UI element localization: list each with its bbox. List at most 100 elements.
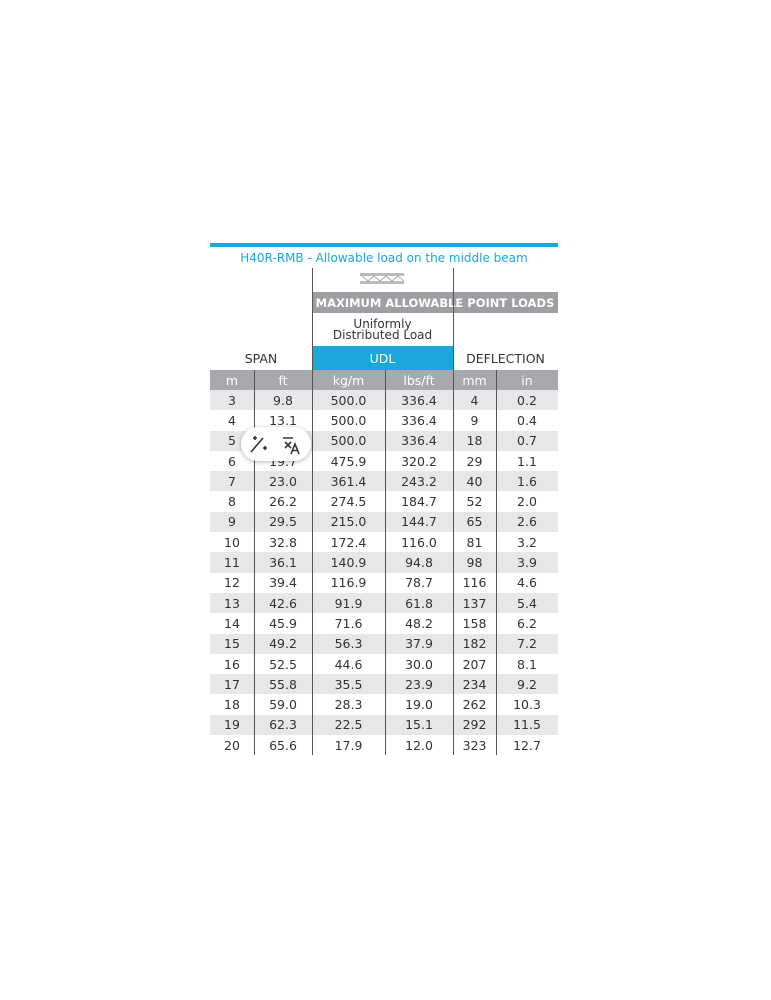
table-cell: 182 xyxy=(462,636,487,652)
table-cell: 184.7 xyxy=(401,494,437,510)
row-shade xyxy=(210,511,558,533)
truss-image xyxy=(360,273,405,284)
table-cell: 48.2 xyxy=(405,615,433,631)
table-cell: 292 xyxy=(462,717,487,733)
table-cell: 13 xyxy=(224,595,240,611)
table-cell: 9 xyxy=(470,412,479,428)
unit-header: mm xyxy=(462,372,487,388)
column-rule xyxy=(496,370,497,756)
table-cell: 6.2 xyxy=(517,615,537,631)
top-rule xyxy=(210,243,558,247)
table-cell: 15 xyxy=(224,636,240,652)
table-cell: 12.7 xyxy=(513,737,541,753)
table-cell: 500.0 xyxy=(330,433,367,449)
table-cell: 4.6 xyxy=(517,575,537,591)
table-cell: 262 xyxy=(462,697,487,713)
point-loads-band xyxy=(312,292,558,313)
table-cell: 1.1 xyxy=(517,453,537,469)
table-cell: 0.7 xyxy=(517,433,537,449)
table-cell: 336.4 xyxy=(401,433,437,449)
column-rule xyxy=(453,268,454,756)
table-cell: 8.1 xyxy=(517,656,537,672)
toolbar-icons xyxy=(250,436,300,455)
table-cell: 140.9 xyxy=(330,555,367,571)
table-cell: 361.4 xyxy=(330,473,367,489)
table-cell: 44.6 xyxy=(334,656,363,672)
table-cell: 29 xyxy=(466,453,483,469)
column-rule xyxy=(385,370,386,756)
row-shade xyxy=(210,674,558,695)
table-cell: 17.9 xyxy=(334,737,363,753)
unit-header: m xyxy=(225,372,239,388)
table-cell: 1.6 xyxy=(517,473,537,489)
table-cell: 336.4 xyxy=(401,392,437,408)
table-cell: 19 xyxy=(224,717,240,733)
table-cell: 28.3 xyxy=(334,697,363,713)
table-cell: 91.9 xyxy=(334,595,363,611)
table-cell: 9.2 xyxy=(517,676,537,692)
table-cell: 207 xyxy=(462,656,487,672)
column-rule xyxy=(312,268,313,756)
table-cell: 500.0 xyxy=(330,412,367,428)
table-cell: 65 xyxy=(466,514,483,530)
table-cell: 2.0 xyxy=(517,494,537,510)
table-cell: 0.2 xyxy=(517,392,537,408)
table-cell: 15.1 xyxy=(405,717,433,733)
table-cell: 336.4 xyxy=(401,412,437,428)
table-cell: 98 xyxy=(466,555,483,571)
table-cell: 4 xyxy=(228,412,236,428)
table-cell: 12.0 xyxy=(405,737,433,753)
table-cell: 144.7 xyxy=(401,514,437,530)
table-cell: 9.8 xyxy=(273,392,293,408)
table-cell: 56.3 xyxy=(334,636,363,652)
unit-header: in xyxy=(521,372,533,388)
table-cell: 39.4 xyxy=(269,575,297,591)
table-cell: 42.6 xyxy=(269,595,297,611)
udl-description: Uniformly Distributed Load xyxy=(332,317,433,342)
unit-header: kg/m xyxy=(332,372,365,388)
table-cell: 62.3 xyxy=(269,717,297,733)
table-cell: 49.2 xyxy=(269,636,297,652)
table-cell: 45.9 xyxy=(269,615,297,631)
row-shade xyxy=(210,390,558,411)
table-cell: 32.8 xyxy=(269,534,297,550)
translate-icon[interactable] xyxy=(283,437,300,455)
table-cell: 29.5 xyxy=(269,514,297,530)
deflection-header: DEFLECTION xyxy=(466,350,545,366)
table-cell: 26.2 xyxy=(269,494,297,510)
table-cell: 14 xyxy=(224,615,240,631)
table-cell: 2.6 xyxy=(517,514,537,530)
table-cell: 172.4 xyxy=(330,534,367,550)
floating-toolbar xyxy=(241,427,311,461)
column-rule xyxy=(254,370,255,756)
table-cell: 12 xyxy=(224,575,240,591)
table-cell: 17 xyxy=(224,676,240,692)
table-cell: 500.0 xyxy=(330,392,367,408)
table-cell: 5 xyxy=(228,433,236,449)
span-header: SPAN xyxy=(244,350,278,366)
table-cell: 158 xyxy=(462,615,487,631)
units-band xyxy=(210,370,558,390)
table-cell: 37.9 xyxy=(405,636,433,652)
table-cell: 0.4 xyxy=(517,412,537,428)
table-cell: 3.2 xyxy=(517,534,537,550)
table-cell: 65.6 xyxy=(269,737,297,753)
table-cell: 52 xyxy=(466,494,483,510)
table-cell: 116.9 xyxy=(330,575,367,591)
table-cell: 35.5 xyxy=(334,676,363,692)
table-cell: 78.7 xyxy=(405,575,433,591)
table-cell: 3.9 xyxy=(517,555,537,571)
table-cell: 18 xyxy=(224,697,240,713)
table-cell: 61.8 xyxy=(405,595,433,611)
table-cell: 323 xyxy=(462,737,487,753)
table-cell: 13.1 xyxy=(269,412,297,428)
row-shade xyxy=(210,714,558,736)
table-cell: 116.0 xyxy=(401,534,437,550)
table-cell: 40 xyxy=(466,473,483,489)
table-cell: 234 xyxy=(462,676,487,692)
table-cell: 5.4 xyxy=(517,595,537,611)
magic-icon[interactable] xyxy=(250,436,267,453)
table-cell: 9 xyxy=(228,514,236,530)
row-shade xyxy=(210,471,558,492)
table-cell: 274.5 xyxy=(330,494,367,510)
